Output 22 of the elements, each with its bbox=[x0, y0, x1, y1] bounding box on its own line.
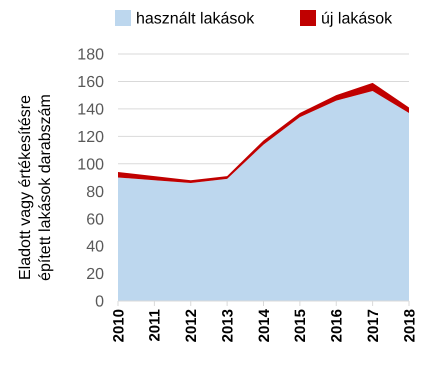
x-tick-label: 2018 bbox=[401, 309, 418, 342]
y-tick-label: 60 bbox=[86, 211, 104, 228]
legend-label: új lakások bbox=[321, 10, 394, 28]
x-tick-label: 2011 bbox=[146, 309, 164, 342]
x-tick-label: 2014 bbox=[256, 308, 273, 342]
x-tick-label: 2012 bbox=[183, 309, 200, 342]
y-tick-label: 100 bbox=[77, 156, 104, 174]
y-tick-label: 80 bbox=[86, 184, 104, 201]
x-tick-label: 2015 bbox=[292, 309, 310, 342]
y-tick-label: 0 bbox=[95, 294, 104, 311]
y-tick-label: 20 bbox=[86, 266, 104, 284]
legend-label: használt lakások bbox=[136, 10, 256, 28]
y-axis-title: Eladott vagy értékesítésre épített lakások darabszám bbox=[17, 94, 54, 281]
y-tick-label: 120 bbox=[77, 128, 104, 146]
y-tick-label: 160 bbox=[77, 74, 104, 92]
y-tick-label: 180 bbox=[77, 46, 104, 64]
x-tick-label: 2013 bbox=[219, 309, 236, 342]
y-tick-label: 40 bbox=[86, 238, 104, 256]
x-tick-label: 2010 bbox=[110, 309, 128, 342]
y-tick-label: 140 bbox=[77, 101, 104, 118]
x-tick-label: 2017 bbox=[364, 309, 382, 342]
x-tick-label: 2016 bbox=[328, 309, 346, 342]
